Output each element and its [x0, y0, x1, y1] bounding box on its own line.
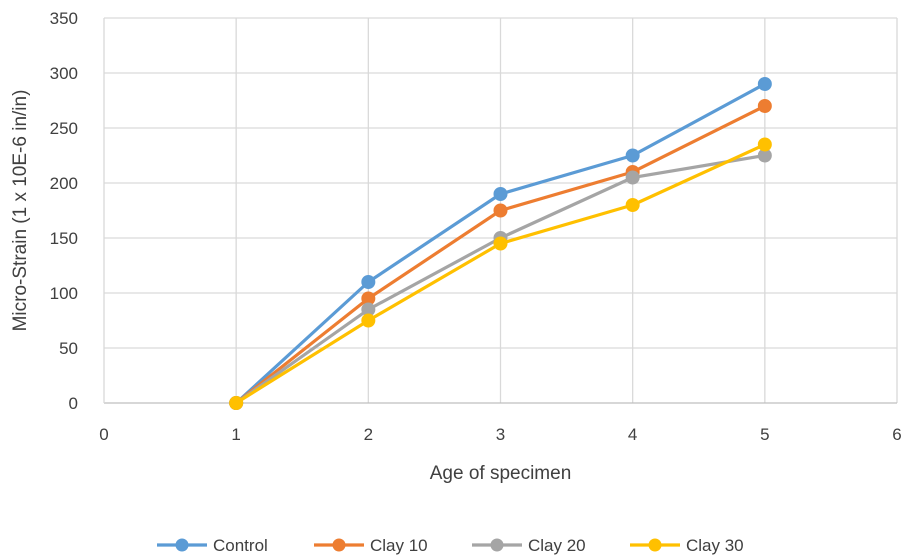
data-point — [493, 187, 508, 201]
legend-swatch-marker — [648, 538, 662, 552]
x-tick-label: 2 — [364, 425, 373, 444]
data-point — [625, 148, 640, 163]
y-tick-label: 250 — [50, 119, 78, 138]
legend-item-clay-20: Clay 20 — [472, 536, 586, 555]
data-series — [229, 77, 772, 410]
tick-labels: 0 50 100 150 200 250 300 350 0 1 2 3 4 5 6 — [50, 9, 902, 444]
y-tick-label: 0 — [69, 394, 78, 413]
data-point — [625, 198, 640, 212]
legend-swatch-marker — [490, 538, 504, 552]
legend-label: Clay 20 — [528, 536, 586, 555]
legend-item-clay-10: Clay 10 — [314, 536, 428, 555]
legend: Control Clay 10 Clay 20 Clay 30 — [157, 536, 744, 555]
data-point — [625, 170, 640, 185]
series-clay-30 — [229, 137, 772, 410]
y-tick-label: 200 — [50, 174, 78, 193]
y-tick-label: 150 — [50, 229, 78, 248]
data-point — [757, 77, 772, 91]
x-tick-label: 1 — [231, 425, 240, 444]
legend-swatch-marker — [332, 538, 346, 552]
x-tick-label: 4 — [628, 425, 637, 444]
data-point — [493, 203, 508, 218]
data-point — [757, 99, 772, 113]
legend-label: Clay 10 — [370, 536, 428, 555]
x-axis-title: Age of specimen — [430, 463, 572, 484]
y-tick-label: 300 — [50, 64, 78, 83]
legend-label: Clay 30 — [686, 536, 744, 555]
x-tick-label: 0 — [99, 425, 108, 444]
data-point — [361, 275, 376, 289]
y-tick-label: 50 — [59, 339, 78, 358]
legend-label: Control — [213, 536, 268, 555]
legend-swatch-marker — [175, 538, 189, 552]
x-tick-label: 6 — [892, 425, 901, 444]
legend-item-control: Control — [157, 536, 268, 555]
legend-item-clay-30: Clay 30 — [630, 536, 744, 555]
y-tick-label: 350 — [50, 9, 78, 28]
y-axis-title: Micro-Strain (1 x 10E-6 in/in) — [10, 90, 31, 332]
y-tick-label: 100 — [50, 284, 78, 303]
x-tick-label: 5 — [760, 425, 769, 444]
data-point — [361, 313, 376, 328]
data-point — [757, 137, 772, 152]
data-point — [493, 236, 508, 251]
x-tick-label: 3 — [496, 425, 505, 444]
data-point — [229, 396, 244, 410]
